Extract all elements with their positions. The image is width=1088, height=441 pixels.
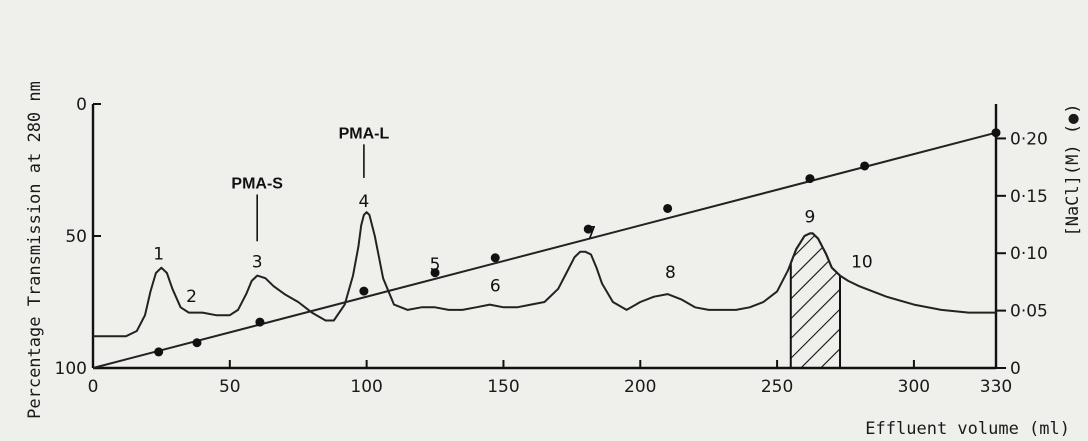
transmission-line bbox=[93, 211, 996, 338]
y-tick-label: 50 bbox=[65, 227, 87, 247]
y2-tick-label: 0·10 bbox=[1010, 244, 1048, 264]
peak-label: 9 bbox=[805, 208, 816, 228]
fraction-label: PMA-L bbox=[339, 125, 390, 142]
nacl-gradient-line bbox=[92, 131, 997, 369]
nacl-point bbox=[430, 268, 440, 278]
nacl-point bbox=[860, 161, 870, 171]
fraction-label: PMA-S bbox=[231, 175, 283, 192]
x-tick-label: 50 bbox=[219, 377, 241, 397]
nacl-series bbox=[92, 128, 1001, 369]
x-ticks: 0 50 100 150 200 250 300 330 bbox=[88, 360, 1012, 397]
axes bbox=[91, 104, 998, 370]
y-axis-label: Percentage Transmission at 280 nm bbox=[25, 81, 45, 419]
peak-labels: 1 2 3 4 5 6 7 8 9 10 bbox=[153, 192, 872, 307]
nacl-point bbox=[991, 128, 1001, 138]
x-tick-label: 0 bbox=[88, 377, 99, 397]
nacl-point bbox=[583, 224, 593, 234]
nacl-point bbox=[805, 174, 815, 184]
x-tick-label: 150 bbox=[487, 377, 519, 397]
x-tick-label: 200 bbox=[624, 377, 656, 397]
y2-tick-label: 0·20 bbox=[1010, 129, 1048, 149]
peak-label: 8 bbox=[665, 263, 676, 283]
peak-label: 5 bbox=[430, 255, 441, 275]
y-tick-label: 0 bbox=[76, 95, 87, 115]
shaded-fraction bbox=[789, 232, 842, 369]
nacl-point bbox=[154, 347, 164, 357]
peak-label: 7 bbox=[586, 224, 597, 244]
peak-label: 2 bbox=[186, 287, 197, 307]
y-tick-label: 100 bbox=[55, 359, 87, 379]
peak-label: 1 bbox=[153, 245, 164, 265]
fraction-labels: PMA-S PMA-L bbox=[231, 125, 390, 242]
peak-label: 4 bbox=[358, 192, 369, 212]
y2-tick-label: 0·05 bbox=[1010, 302, 1048, 322]
peak-label: 6 bbox=[490, 276, 501, 296]
y2-tick-label: 0 bbox=[1010, 359, 1021, 379]
x-tick-label: 100 bbox=[350, 377, 382, 397]
peak-label: 3 bbox=[252, 253, 263, 273]
y2-tick-label: 0·15 bbox=[1010, 187, 1048, 207]
y-ticks: 0 50 100 bbox=[55, 95, 101, 379]
hatched-region bbox=[789, 232, 842, 369]
x-tick-label: 300 bbox=[898, 377, 930, 397]
transmission-series bbox=[93, 211, 996, 338]
x-tick-label: 330 bbox=[980, 377, 1012, 397]
y2-axis-label: [NaCl](M) (●) bbox=[1063, 103, 1083, 236]
x-axis-label: Effluent volume (ml) bbox=[865, 419, 1070, 439]
peak-label: 10 bbox=[851, 253, 873, 273]
x-tick-label: 250 bbox=[761, 377, 793, 397]
nacl-point bbox=[255, 317, 265, 327]
nacl-point bbox=[192, 338, 202, 348]
nacl-point bbox=[359, 286, 369, 296]
y2-ticks: 0 0·05 0·10 0·15 0·20 bbox=[996, 129, 1048, 379]
nacl-point bbox=[490, 253, 500, 263]
nacl-point bbox=[663, 203, 673, 213]
